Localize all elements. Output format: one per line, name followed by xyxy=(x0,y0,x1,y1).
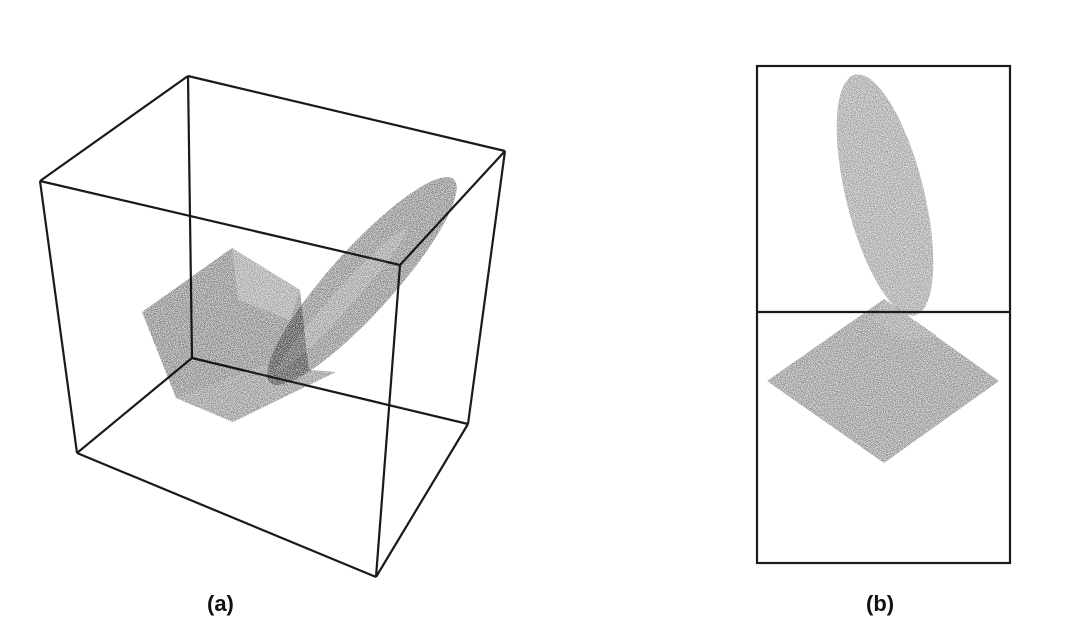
ellipsoid-a xyxy=(267,176,457,386)
diamond-b xyxy=(767,299,999,463)
caption-a: (a) xyxy=(207,591,234,616)
panel-a xyxy=(38,74,507,579)
box-edge xyxy=(466,150,507,425)
box-edge xyxy=(38,180,79,454)
box-edge xyxy=(187,74,506,153)
ellipsoid-highlight xyxy=(277,229,407,371)
ellipse-b xyxy=(836,74,934,316)
diamond-b-shape xyxy=(767,299,999,463)
box-edge xyxy=(374,264,402,578)
caption-b: (b) xyxy=(866,591,895,616)
box-edge xyxy=(76,451,377,579)
square-sheet-highlight xyxy=(232,248,300,320)
diamond-b-overlap xyxy=(872,299,937,340)
panel-b xyxy=(755,64,1012,565)
square-sheet-edge xyxy=(176,366,336,422)
frame-b xyxy=(755,64,1012,565)
box-edge xyxy=(375,423,469,578)
ellipse-b-shape xyxy=(836,74,934,316)
box-edge xyxy=(39,179,401,267)
box-edge xyxy=(39,75,189,182)
